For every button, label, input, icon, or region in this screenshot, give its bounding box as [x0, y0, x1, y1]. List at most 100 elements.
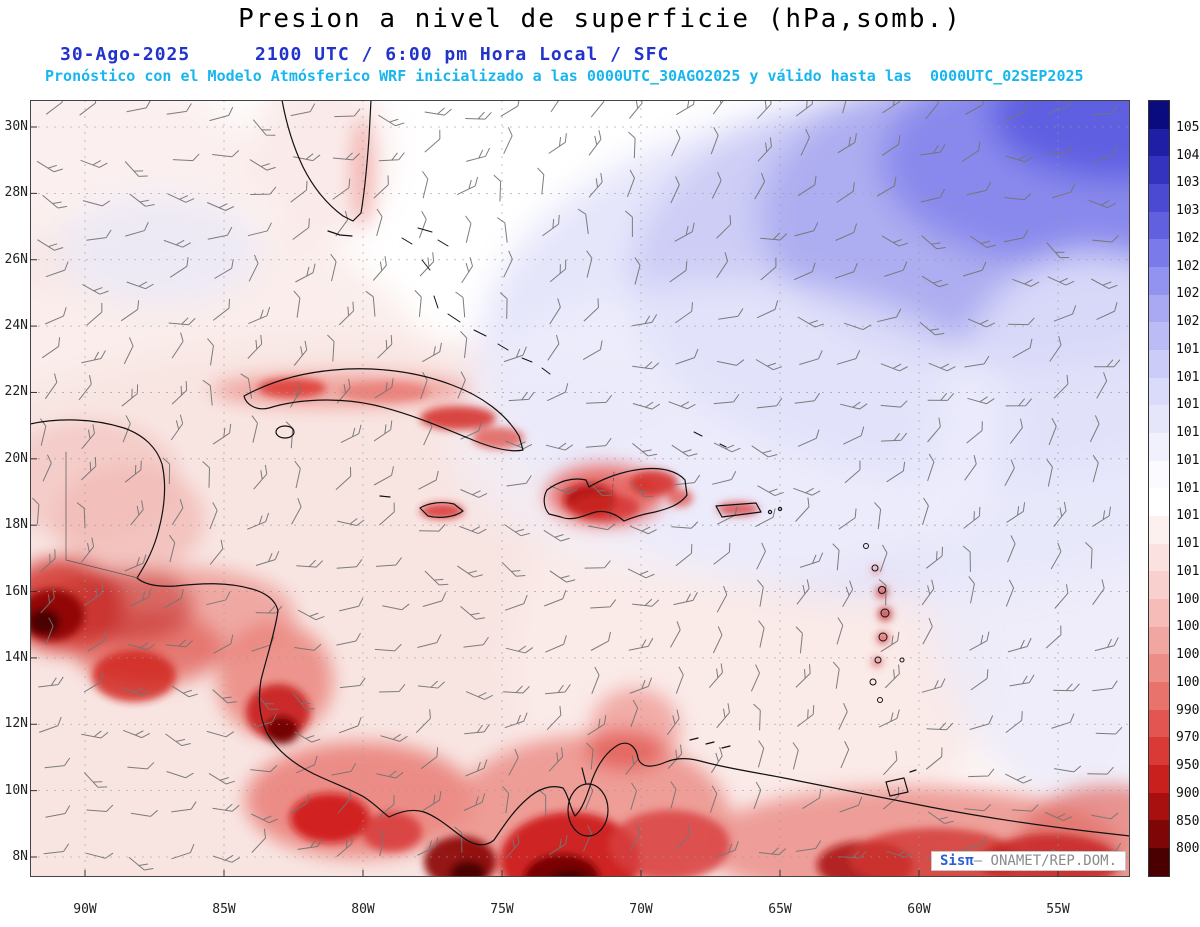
colorbar-segment — [1149, 765, 1169, 793]
colorbar-label: 850 — [1176, 813, 1200, 829]
colorbar-segment — [1149, 239, 1169, 268]
colorbar-label: 1013 — [1176, 508, 1200, 524]
colorbar-label: 1002 — [1176, 647, 1200, 662]
credit-badge: Sisπ– ONAMET/REP.DOM. — [930, 851, 1126, 871]
lat-tick-label: 12N — [4, 716, 28, 732]
lat-tick-label: 26N — [4, 251, 28, 267]
colorbar-segment — [1149, 433, 1169, 461]
page-title: Presion a nivel de superficie (hPa,somb.… — [238, 4, 962, 34]
colorbar-label: 1000 — [1176, 674, 1200, 690]
lon-tick-label: 70W — [629, 902, 653, 917]
coast-bahamas — [401, 227, 727, 448]
coast-trinidad — [885, 777, 909, 797]
colorbar-label: 900 — [1176, 785, 1200, 801]
lat-tick-label: 28N — [4, 185, 28, 201]
lon-tick-label: 90W — [73, 902, 97, 917]
colorbar-label: 1020 — [1176, 314, 1200, 329]
valid-time: 2100 UTC / 6:00 pm Hora Local / SFC — [255, 44, 670, 65]
coast-jamaica — [419, 502, 464, 518]
coast-mainland — [30, 419, 1130, 846]
coast-lesser-antilles — [863, 543, 905, 703]
credit-brand: Sisπ — [939, 853, 974, 869]
colorbar-label: 1025 — [1176, 258, 1200, 274]
colorbar-label: 1040 — [1176, 147, 1200, 163]
lon-tick-label: 85W — [212, 902, 236, 917]
colorbar-segment — [1149, 211, 1169, 240]
lon-tick-label: 65W — [768, 902, 792, 917]
colorbar-segment — [1149, 322, 1169, 351]
lon-tick-label: 60W — [907, 902, 931, 917]
colorbar-label: 1015 — [1176, 452, 1200, 468]
border-haiti-dr — [609, 471, 615, 521]
colorbar-segment — [1149, 709, 1169, 738]
colorbar-label: 990 — [1176, 702, 1200, 718]
colorbar-segment — [1149, 350, 1169, 378]
lon-tick-label: 75W — [490, 902, 514, 917]
coast-isla-juventud — [275, 425, 295, 439]
colorbar-segment — [1149, 460, 1169, 489]
coast-lake-maracaibo — [567, 783, 609, 837]
wind-barbs — [32, 100, 1123, 871]
colorbar-label: 1050 — [1176, 119, 1200, 135]
colorbar-segment — [1149, 571, 1169, 600]
colorbar-segment — [1149, 488, 1169, 517]
colorbar-label: 970 — [1176, 730, 1200, 746]
colorbar-label: 1010 — [1176, 563, 1200, 579]
lat-tick-label: 18N — [4, 517, 28, 533]
colorbar-segment — [1149, 654, 1169, 683]
colorbar-segment — [1149, 543, 1169, 572]
colorbar-label: 1019 — [1176, 341, 1200, 357]
colorbar-segment — [1149, 599, 1169, 627]
colorbar-segment — [1149, 267, 1169, 295]
lat-tick-label: 24N — [4, 318, 28, 334]
colorbar-segment — [1149, 184, 1169, 212]
colorbar-label: 1006 — [1176, 619, 1200, 635]
coast-hispaniola — [543, 467, 688, 522]
colorbar-segment — [1149, 405, 1169, 434]
country-borders — [65, 451, 139, 579]
colorbar — [1148, 100, 1170, 877]
coast-florida-keys — [327, 230, 353, 237]
map-frame — [30, 100, 1130, 877]
coast-cuba — [243, 368, 524, 452]
coast-cayman — [379, 495, 391, 498]
colorbar-segment — [1149, 156, 1169, 185]
grid-lines — [30, 100, 1130, 877]
lat-tick-label: 30N — [4, 119, 28, 134]
colorbar-label: 950 — [1176, 758, 1200, 773]
colorbar-label: 800 — [1176, 841, 1200, 857]
colorbar-label: 1035 — [1176, 175, 1200, 191]
colorbar-label: 1022 — [1176, 286, 1200, 302]
colorbar-segment — [1149, 128, 1169, 157]
forecast-line: Pronóstico con el Modelo Atmósferico WRF… — [45, 67, 1084, 85]
colorbar-segment — [1149, 792, 1169, 821]
colorbar-segment — [1149, 820, 1169, 849]
colorbar-segment — [1149, 294, 1169, 323]
colorbar-segment — [1149, 101, 1169, 129]
lat-tick-label: 16N — [4, 583, 28, 599]
lat-tick-label: 10N — [4, 782, 28, 798]
colorbar-label: 1018 — [1176, 369, 1200, 385]
colorbar-label: 1017 — [1176, 397, 1200, 413]
pressure-map-svg — [30, 100, 1130, 877]
axis-ticks — [30, 126, 1059, 877]
coastlines — [30, 100, 1130, 846]
colorbar-label: 1014 — [1176, 480, 1200, 496]
coast-puerto-rico — [715, 502, 762, 518]
colorbar-label: 1012 — [1176, 536, 1200, 551]
lon-tick-label: 55W — [1046, 902, 1070, 917]
lat-tick-label: 8N — [12, 849, 28, 864]
colorbar-label: 1016 — [1176, 425, 1200, 440]
colorbar-segment — [1149, 737, 1169, 766]
lat-tick-label: 22N — [4, 384, 28, 400]
lon-tick-label: 80W — [351, 902, 375, 917]
colorbar-segment — [1149, 626, 1169, 655]
colorbar-segment — [1149, 848, 1169, 876]
lat-tick-label: 20N — [4, 450, 28, 466]
colorbar-segment — [1149, 682, 1169, 710]
colorbar-segment — [1149, 377, 1169, 406]
credit-text: – ONAMET/REP.DOM. — [973, 853, 1117, 869]
colorbar-segment — [1149, 516, 1169, 544]
valid-date: 30-Ago-2025 — [60, 44, 191, 65]
